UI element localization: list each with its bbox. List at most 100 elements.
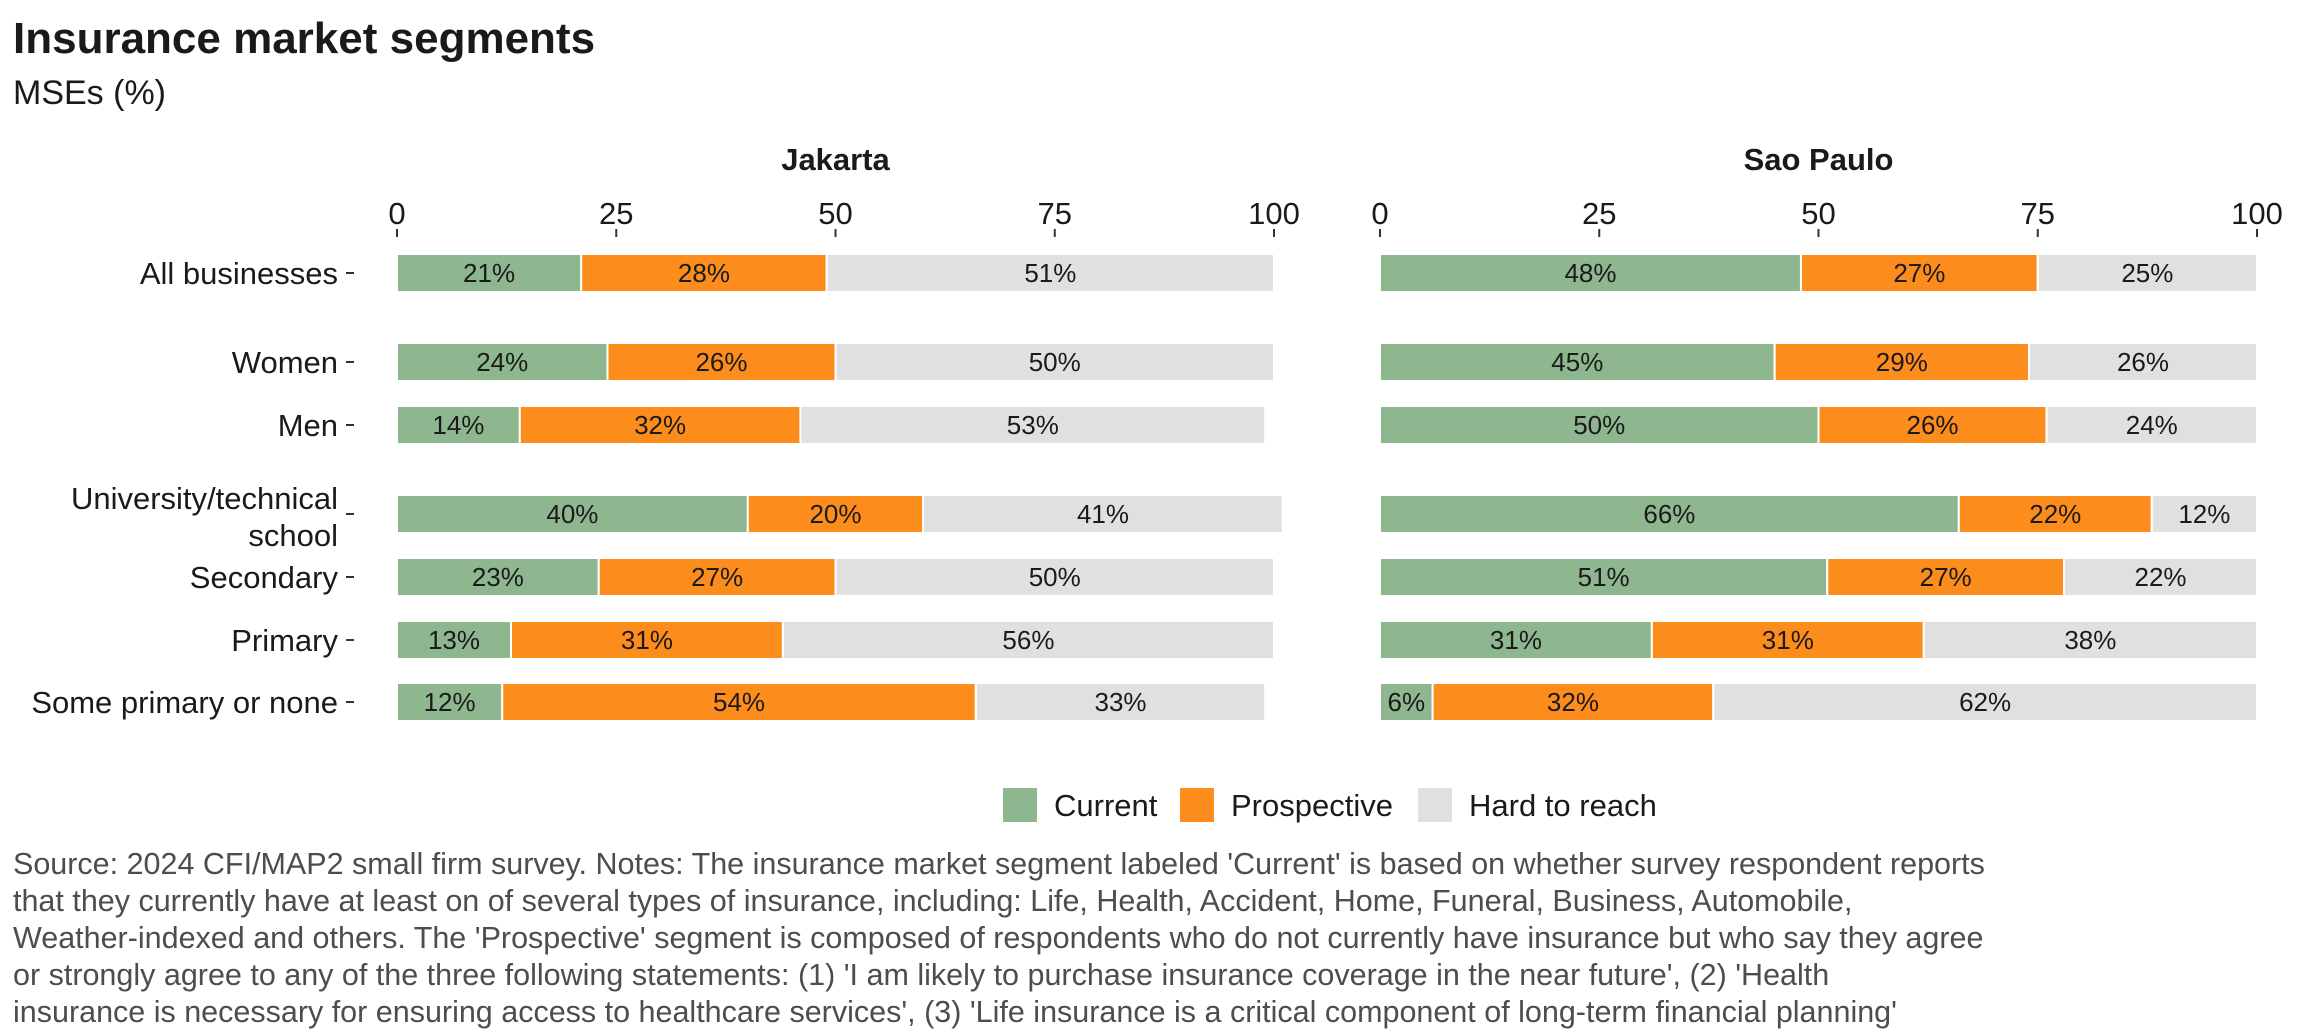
category-label: Some primary or none [31,685,338,720]
panel-title: Jakarta [781,142,890,177]
bar-value-label: 27% [1920,562,1972,592]
category-axis: All businesses Women Men University/technic… [31,256,354,720]
bar-segment [799,405,1267,445]
category-label: All businesses [140,256,338,291]
bar-value-label: 20% [809,499,861,529]
x-tick-label: 50 [1801,196,1835,231]
panel-1: Sao Paulo 0 25 50 75 100 48% 27% 25% 45% 29% 26% 50%… [1371,142,2283,722]
bar-value-label: 48% [1564,258,1616,288]
x-tick-label: 75 [1038,196,1072,231]
x-tick-label: 25 [1582,196,1616,231]
bar-value-label: 22% [2135,562,2187,592]
bar-segment [597,557,837,597]
x-tick-label: 25 [599,196,633,231]
chart-title: Insurance market segments [13,14,596,63]
bar-value-label: 50% [1573,410,1625,440]
bar-value-label: 13% [428,625,480,655]
bar-value-label: 66% [1643,499,1695,529]
bar-segment [580,253,828,293]
bar-value-label: 56% [1002,625,1054,655]
bar-segment [510,620,784,660]
note-line: or strongly agree to any of the three fo… [13,958,1830,992]
bar-segment [825,253,1275,293]
bar-value-label: 33% [1095,687,1147,717]
source-note: Source: 2024 CFI/MAP2 small firm survey.… [13,846,2283,1031]
bar-segment [501,682,977,722]
bar-segment [746,494,925,534]
x-tick-label: 50 [818,196,852,231]
bar-value-label: 24% [476,347,528,377]
bar-value-label: 24% [2126,410,2178,440]
bar-segment [396,342,609,382]
bar-value-label: 51% [1578,562,1630,592]
bar-value-label: 27% [1893,258,1945,288]
x-tick-label: 100 [2231,196,2283,231]
bar-segment [1712,682,2258,722]
bar-segment [1431,682,1715,722]
panel-0: Jakarta 0 25 50 75 100 21% 28% 51% 24% 26% 50% 14% 32… [388,142,1300,722]
bar-segment [2045,405,2259,445]
bar-segment [2036,253,2258,293]
bar-value-label: 41% [1077,499,1129,529]
x-tick-label: 0 [1371,196,1388,231]
bar-segment [974,682,1267,722]
bar-value-label: 31% [1490,625,1542,655]
bar-value-label: 50% [1029,562,1081,592]
bar-value-label: 62% [1959,687,2011,717]
bar-value-label: 6% [1388,687,1426,717]
legend-swatch [1418,788,1452,822]
bar-value-label: 14% [432,410,484,440]
legend-swatch [1180,788,1214,822]
note-line: that they currently have at least on of … [13,884,1853,918]
bar-value-label: 21% [463,258,515,288]
legend-swatch [1003,788,1037,822]
category-label: Women [232,345,338,380]
panel-title: Sao Paulo [1744,142,1894,177]
bar-segment [922,494,1284,534]
bar-segment [1773,342,2030,382]
note-line: insurance is necessary for ensuring acce… [13,995,1897,1029]
bar-segment [396,557,600,597]
category-label: Primary [231,623,338,658]
bar-segment [1379,253,1802,293]
bar-value-label: 31% [621,625,673,655]
bar-value-label: 26% [695,347,747,377]
bar-value-label: 29% [1876,347,1928,377]
bar-segment [1957,494,2153,534]
bar-value-label: 12% [424,687,476,717]
category-label: Men [278,408,338,443]
bar-value-label: 27% [691,562,743,592]
chart-legend: Current Prospective Hard to reach [1003,788,1657,823]
bar-value-label: 26% [2117,347,2169,377]
bar-segment [2027,342,2258,382]
legend-label: Prospective [1231,788,1393,823]
bar-value-label: 54% [713,687,765,717]
bar-value-label: 38% [2064,625,2116,655]
bar-segment [2063,557,2259,597]
bar-segment [781,620,1275,660]
bar-segment [1379,405,1820,445]
chart-area: Jakarta 0 25 50 75 100 21% 28% 51% 24% 26% 50% 14% 32… [31,142,2283,823]
bar-segment [1379,682,1434,722]
x-tick-label: 75 [2021,196,2055,231]
bar-value-label: 31% [1762,625,1814,655]
bar-value-label: 51% [1024,258,1076,288]
bar-segment [396,253,583,293]
bar-segment [1799,253,2039,293]
bar-segment [396,682,504,722]
chart-subtitle: MSEs (%) [13,74,166,112]
bar-value-label: 23% [472,562,524,592]
x-tick-label: 0 [388,196,405,231]
category-label: school [248,518,338,553]
bar-segment [1650,620,1925,660]
bar-value-label: 28% [678,258,730,288]
bar-value-label: 50% [1029,347,1081,377]
legend-label: Current [1054,788,1158,823]
chart-panels: Jakarta 0 25 50 75 100 21% 28% 51% 24% 26% 50% 14% 32… [388,142,2283,722]
bar-value-label: 40% [546,499,598,529]
bar-value-label: 25% [2121,258,2173,288]
x-tick-label: 100 [1248,196,1300,231]
category-label: Secondary [190,560,339,595]
bar-segment [1379,557,1829,597]
bar-segment [606,342,837,382]
